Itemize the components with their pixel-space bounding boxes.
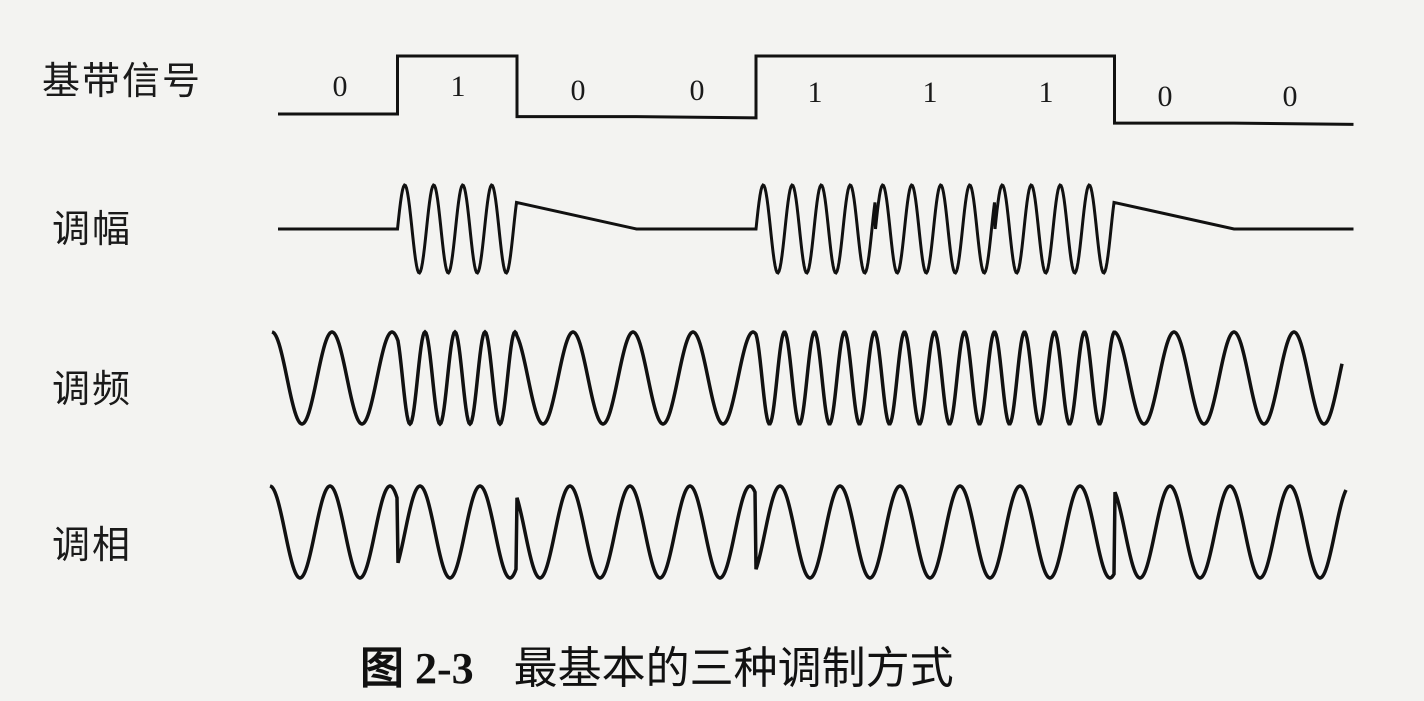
pm-wave [269,484,1348,580]
bit-label: 0 [570,74,586,107]
figure-title: 最基本的三种调制方式 [513,643,954,694]
baseband-label: 基带信号 [42,59,203,103]
fm-label: 调频 [52,367,133,411]
baseband-wave [278,54,1354,126]
bit-label: 1 [450,70,466,103]
am-label: 调幅 [52,207,133,251]
fm-wave [271,329,1344,427]
bit-label: 0 [1282,80,1298,113]
am-wave [278,183,1354,275]
bit-label: 1 [1038,76,1054,109]
bit-label: 0 [689,74,705,107]
bit-label: 1 [807,76,823,109]
bit-label: 0 [332,70,348,103]
figure-number: 图 2-3 [360,644,474,693]
bit-label: 0 [1157,80,1173,113]
bit-label: 1 [922,76,938,109]
figure-caption: 图 2-3 最基本的三种调制方式 [360,632,954,696]
pm-label: 调相 [52,523,133,567]
